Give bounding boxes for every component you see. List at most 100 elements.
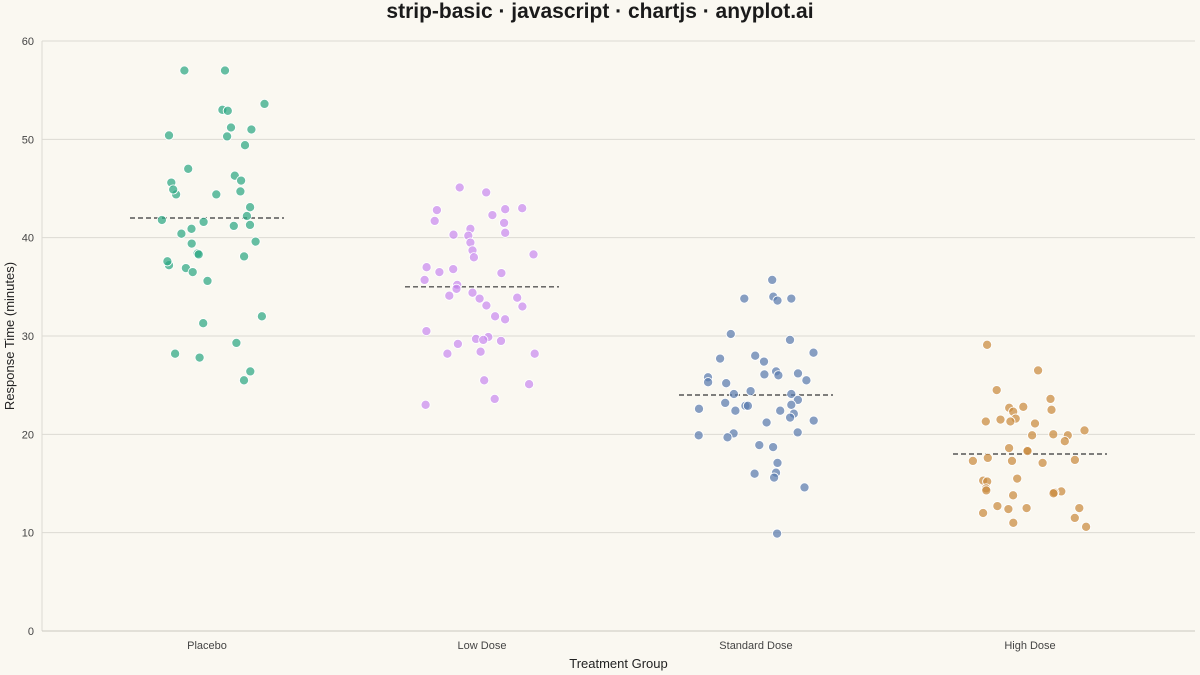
data-point (163, 130, 175, 141)
data-point (176, 228, 187, 239)
data-point (785, 412, 796, 423)
y-tick-label: 20 (22, 429, 34, 441)
data-point (772, 457, 783, 468)
data-point (773, 370, 784, 381)
data-point (500, 204, 511, 215)
data-point (202, 275, 213, 286)
data-point (419, 274, 430, 285)
data-point (198, 318, 209, 329)
data-point (228, 220, 239, 231)
x-tick-label: Low Dose (458, 640, 507, 652)
data-point (754, 440, 765, 451)
data-point (211, 189, 222, 200)
data-point (489, 393, 500, 404)
data-point (784, 334, 796, 345)
x-tick-label: Placebo (187, 640, 227, 652)
data-point (792, 427, 803, 438)
data-point (429, 215, 440, 226)
data-point (517, 301, 528, 312)
data-point (992, 501, 1003, 512)
data-point (786, 399, 797, 410)
data-point (236, 175, 247, 186)
chart-title: strip-basic · javascript · chartjs · any… (386, 0, 814, 23)
data-point (786, 293, 797, 304)
data-point (168, 184, 179, 195)
data-point (179, 65, 190, 76)
data-point (772, 528, 783, 539)
data-point (421, 262, 432, 273)
data-point (981, 485, 992, 496)
data-point (452, 338, 463, 349)
data-point (244, 219, 256, 230)
data-point (187, 267, 198, 278)
data-point (468, 252, 479, 263)
data-point (1012, 473, 1023, 484)
data-point (1037, 457, 1048, 468)
y-tick-label: 30 (22, 331, 34, 343)
data-point (524, 379, 535, 390)
data-point (769, 472, 780, 483)
data-point (1021, 503, 1032, 514)
data-point (730, 405, 741, 416)
data-point (1081, 521, 1092, 532)
data-point (978, 507, 989, 519)
data-point (759, 369, 770, 380)
data-point (238, 375, 250, 386)
data-point (434, 267, 445, 278)
data-point (742, 400, 753, 411)
data-point (448, 264, 459, 275)
y-tick-label: 60 (22, 36, 34, 48)
data-point (512, 292, 523, 303)
data-point (703, 377, 714, 388)
data-point (496, 268, 507, 279)
data-point (478, 334, 489, 345)
data-point (1074, 503, 1085, 514)
data-point (517, 203, 528, 214)
data-point (245, 202, 256, 213)
data-point (758, 356, 770, 367)
data-point (1029, 418, 1041, 429)
data-point (500, 227, 511, 238)
data-point (1059, 436, 1070, 447)
data-point (980, 416, 991, 427)
data-point (250, 236, 261, 247)
x-tick-label: Standard Dose (719, 640, 792, 652)
data-point (1018, 401, 1029, 412)
data-point (801, 375, 812, 386)
data-point (222, 105, 233, 116)
data-point (259, 98, 270, 109)
data-point (1069, 512, 1080, 523)
data-point (219, 65, 231, 76)
y-tick-label: 40 (22, 233, 34, 245)
y-axis-title: Response Time (minutes) (2, 262, 17, 410)
data-point (444, 290, 455, 301)
data-point (715, 353, 726, 364)
data-point (775, 405, 786, 416)
data-point (420, 399, 431, 410)
data-point (982, 452, 993, 463)
data-point (1045, 393, 1056, 404)
data-point (241, 210, 252, 222)
data-point (231, 337, 242, 348)
data-point (749, 468, 760, 479)
data-point (442, 348, 453, 359)
data-point (246, 124, 257, 135)
data-point (1008, 490, 1019, 501)
data-point (194, 352, 205, 363)
data-point (454, 182, 465, 193)
data-point (448, 229, 459, 240)
data-point (1022, 446, 1033, 457)
data-point (792, 368, 804, 379)
data-point (1008, 517, 1019, 528)
data-point (156, 214, 167, 226)
data-point (235, 186, 246, 197)
data-point (186, 223, 197, 234)
data-point (1005, 416, 1016, 427)
data-point (245, 366, 256, 377)
data-point (982, 339, 993, 350)
data-point (1033, 365, 1044, 376)
data-point (495, 335, 507, 346)
data-point (767, 274, 778, 285)
data-point (1003, 504, 1014, 515)
